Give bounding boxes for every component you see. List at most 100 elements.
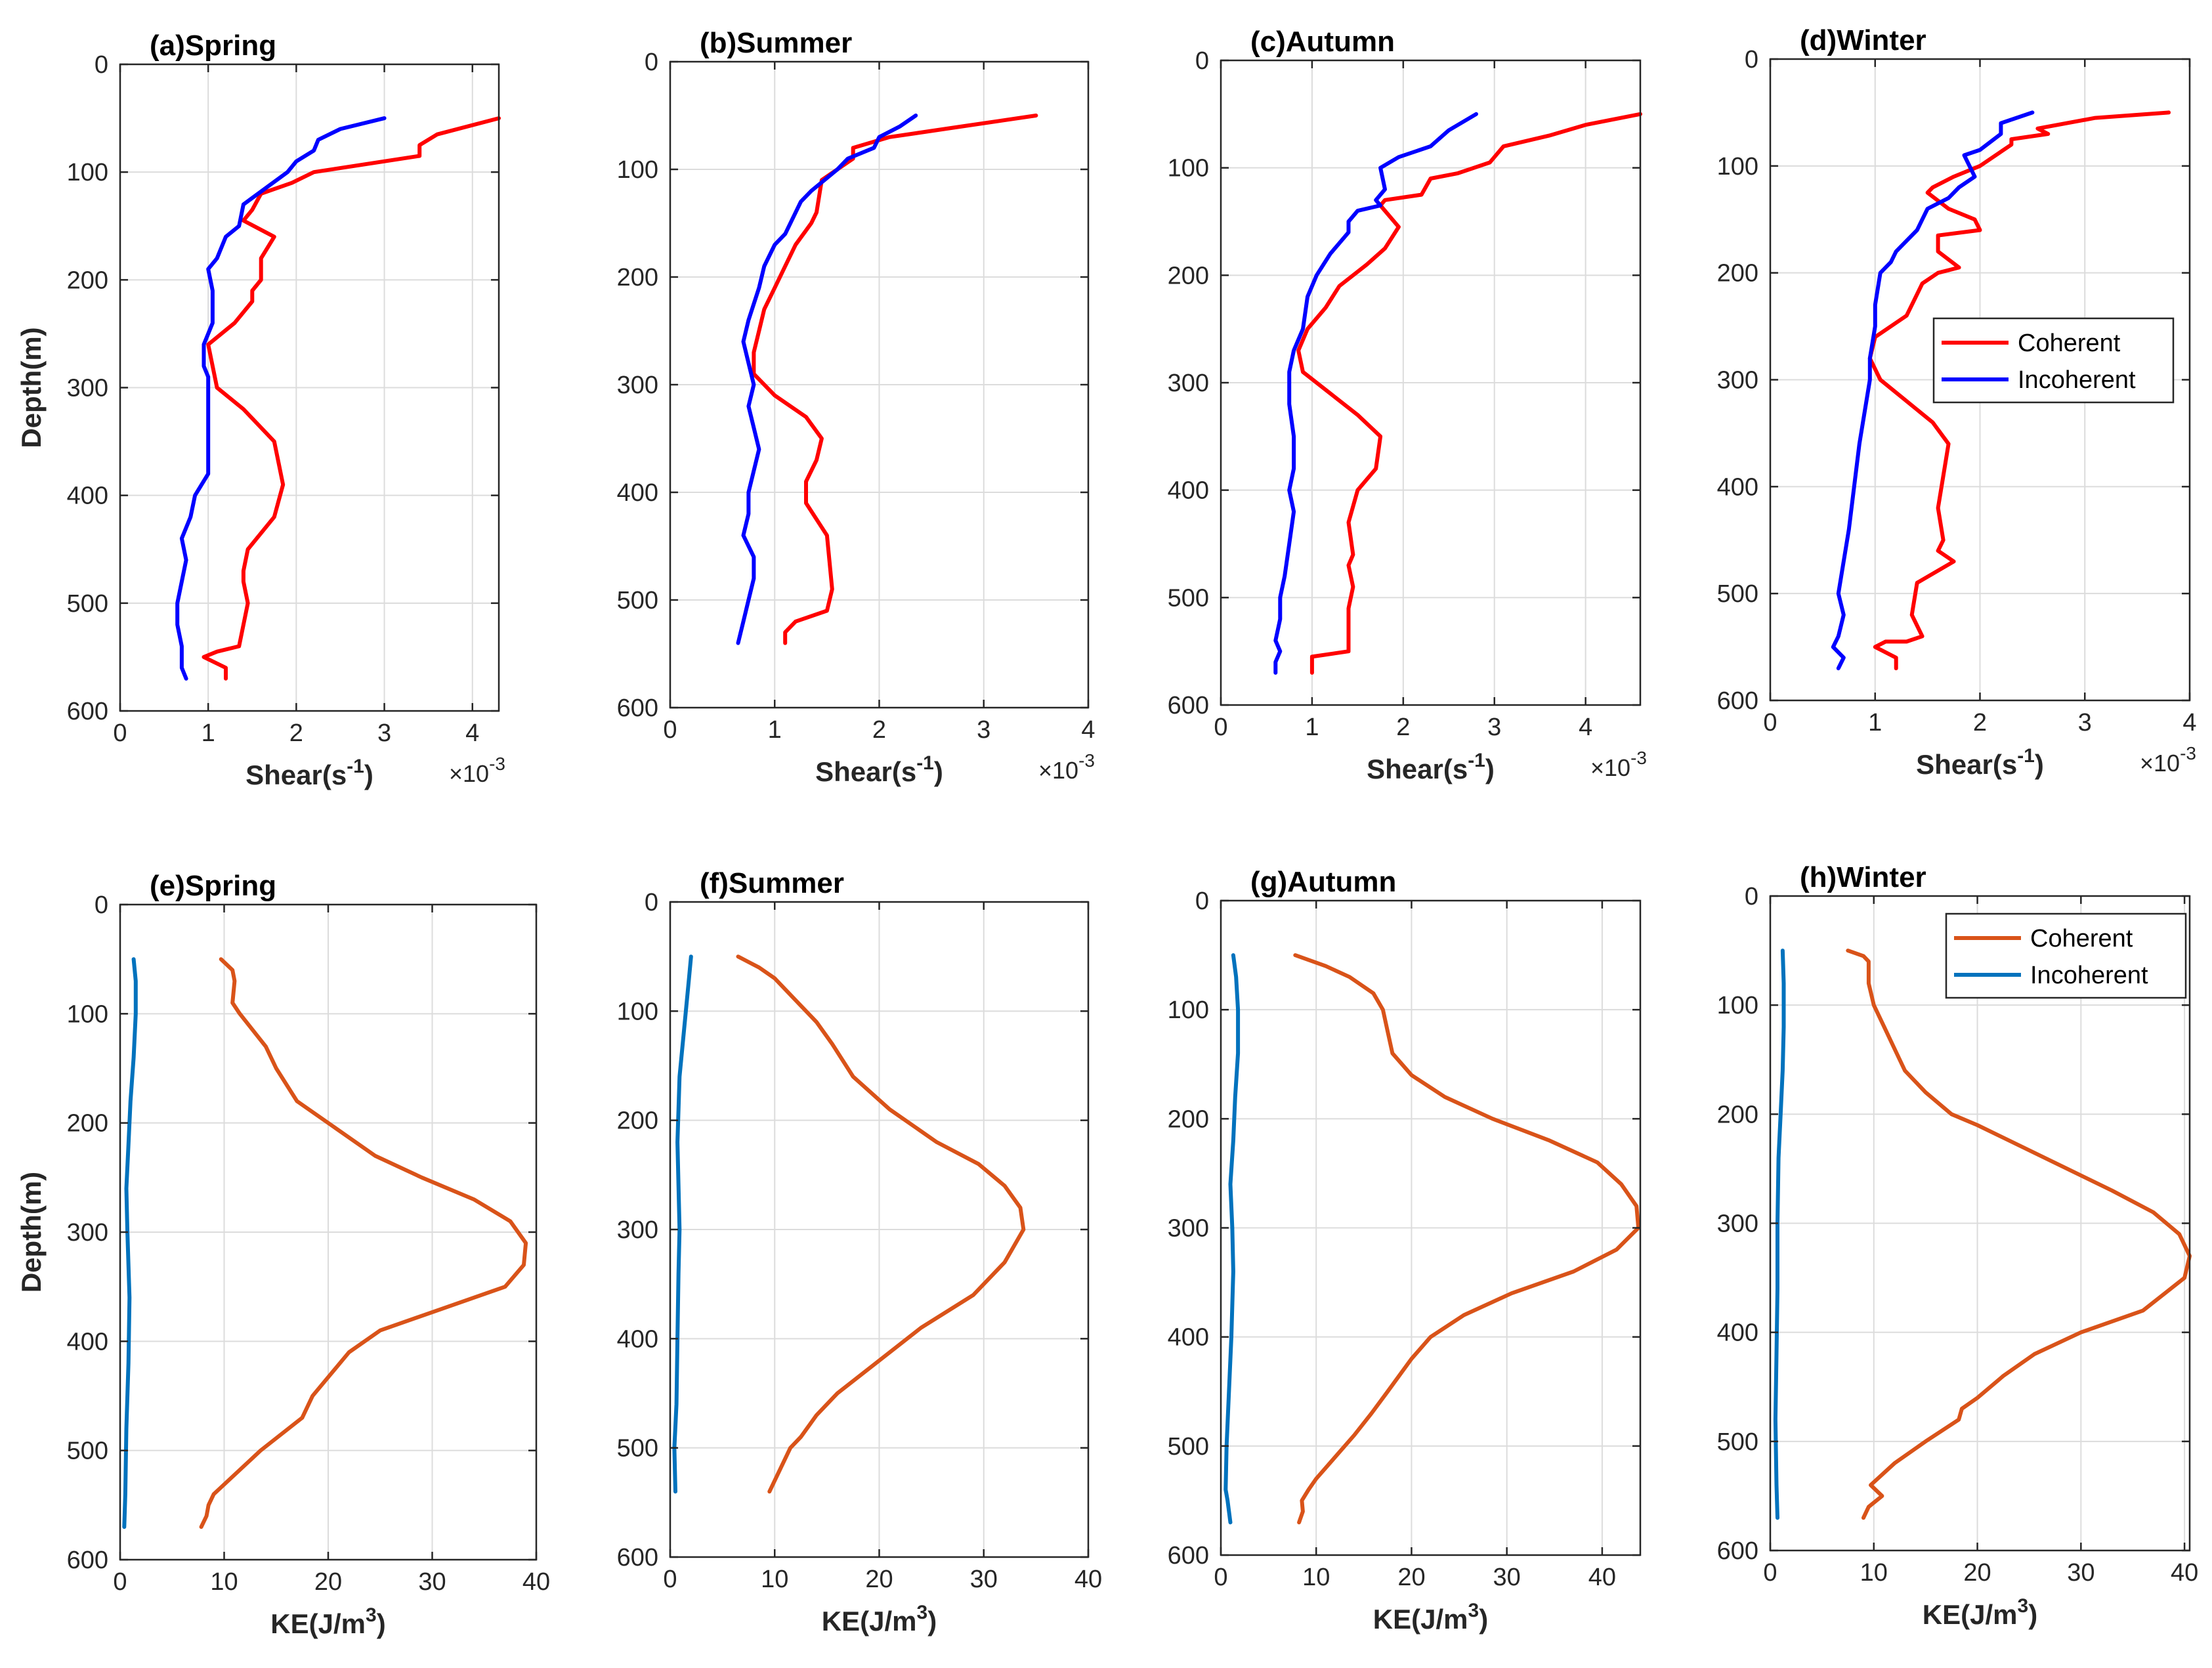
x-tick-label: 0 — [1763, 709, 1777, 737]
x-multiplier: ×10-3 — [449, 754, 505, 787]
panel-title: (e)Spring — [150, 870, 276, 902]
x-tick-label: 30 — [2067, 1559, 2095, 1587]
x-tick-label: 1 — [202, 719, 215, 747]
x-tick-label: 4 — [2182, 709, 2196, 737]
y-tick-label: 300 — [1717, 367, 1758, 395]
legend-label-coherent: Coherent — [2030, 925, 2133, 952]
x-axis-label: Shear(s-1) — [245, 756, 373, 790]
y-tick-label: 300 — [1168, 370, 1209, 397]
y-tick-label: 400 — [617, 1325, 658, 1353]
y-tick-label: 400 — [67, 1328, 108, 1356]
y-tick-label: 300 — [617, 1216, 658, 1244]
panel-3: 0 1 2 3 4 0 100 200 300 400 500 600 (c)Autumn Shear(s… — [1168, 26, 1647, 784]
panel-title: (b)Summer — [700, 27, 852, 59]
y-tick-label: 0 — [1195, 887, 1209, 915]
panel-2: 0 1 2 3 4 0 100 200 300 400 500 600 (b)Summer Shear(s… — [617, 27, 1095, 787]
x-axis-label: KE(J/m3) — [1373, 1600, 1488, 1635]
panel-title: (c)Autumn — [1250, 26, 1395, 58]
x-tick-label: 20 — [1397, 1564, 1425, 1591]
panel-4: 0 1 2 3 4 0 100 200 300 400 500 600 (d)Winter Shear(s… — [1717, 24, 2197, 780]
series-coherent-line — [1296, 112, 1642, 675]
x-tick-label: 1 — [768, 716, 782, 744]
y-tick-label: 500 — [1168, 584, 1209, 612]
x-tick-label: 40 — [1588, 1564, 1616, 1591]
series-coherent-line — [752, 114, 1038, 645]
x-tick-label: 1 — [1868, 709, 1882, 737]
y-tick-label: 500 — [67, 1438, 108, 1465]
y-tick-label: 0 — [95, 51, 108, 79]
panel-title: (d)Winter — [1800, 24, 1926, 56]
series-incoherent-line — [1223, 953, 1241, 1525]
x-axis-label: Shear(s-1) — [1916, 745, 2044, 780]
y-tick-label: 600 — [1168, 692, 1209, 719]
y-tick-label: 100 — [67, 159, 108, 186]
series-coherent-line — [736, 954, 1026, 1494]
x-tick-label: 20 — [865, 1566, 893, 1593]
y-tick-label: 400 — [617, 479, 658, 507]
series-coherent-line — [1293, 953, 1641, 1525]
x-tick-label: 10 — [761, 1566, 788, 1593]
y-tick-label: 600 — [1717, 687, 1758, 715]
x-axis-label: Shear(s-1) — [1367, 750, 1495, 784]
y-tick-label: 0 — [95, 891, 108, 919]
x-tick-label: 1 — [1305, 714, 1319, 741]
legend-label-incoherent: Incoherent — [2030, 962, 2148, 989]
legend-box — [1932, 317, 2175, 404]
x-tick-label: 30 — [418, 1568, 446, 1596]
y-tick-label: 100 — [1168, 155, 1209, 182]
x-axis-label: Shear(s-1) — [815, 752, 943, 787]
series-incoherent-line — [672, 954, 693, 1494]
y-tick-label: 100 — [1717, 992, 1758, 1019]
y-tick-label: 0 — [1745, 46, 1758, 74]
y-axis-label: Depth(m) — [16, 1172, 47, 1293]
y-tick-label: 200 — [1717, 260, 1758, 288]
y-tick-label: 600 — [67, 1547, 108, 1574]
y-tick-label: 0 — [645, 49, 658, 76]
series-incoherent-line — [1273, 112, 1478, 675]
x-tick-label: 0 — [1214, 714, 1227, 741]
x-tick-label: 10 — [1302, 1564, 1330, 1591]
x-tick-label: 10 — [210, 1568, 238, 1596]
y-tick-label: 500 — [67, 590, 108, 618]
x-tick-label: 2 — [872, 716, 886, 744]
y-tick-label: 500 — [1168, 1433, 1209, 1461]
y-tick-label: 600 — [1168, 1542, 1209, 1570]
y-tick-label: 600 — [617, 695, 658, 722]
x-tick-label: 20 — [1963, 1559, 1991, 1587]
x-axis-label: KE(J/m3) — [1923, 1595, 2037, 1630]
y-tick-label: 500 — [617, 587, 658, 614]
x-multiplier: ×10-3 — [2140, 743, 2196, 777]
x-tick-label: 30 — [1493, 1564, 1521, 1591]
y-tick-label: 300 — [67, 1219, 108, 1247]
y-tick-label: 200 — [67, 267, 108, 294]
legend: Coherent Incoherent — [1945, 912, 2187, 999]
panel-title: (a)Spring — [150, 30, 276, 62]
y-tick-label: 100 — [67, 1000, 108, 1028]
y-tick-label: 600 — [617, 1544, 658, 1572]
y-tick-label: 200 — [617, 1107, 658, 1135]
y-tick-label: 500 — [617, 1435, 658, 1463]
panel-8: 0 10 20 30 400100200300400500600(h)WinterKE(… — [1717, 861, 2199, 1630]
x-tick-label: 4 — [465, 719, 479, 747]
x-tick-label: 0 — [113, 719, 127, 747]
x-tick-label: 0 — [1214, 1564, 1227, 1591]
y-tick-label: 100 — [617, 156, 658, 184]
y-tick-label: 0 — [645, 889, 658, 916]
panel-5: 0 10 20 30 400100200300400500600(e)SpringKE(… — [16, 870, 550, 1639]
legend-label-incoherent: Incoherent — [2018, 366, 2136, 394]
y-tick-label: 400 — [67, 482, 108, 510]
y-tick-label: 100 — [617, 998, 658, 1025]
panel-title: (f)Summer — [700, 867, 844, 899]
series-coherent-line — [1846, 949, 2192, 1520]
y-tick-label: 600 — [67, 698, 108, 725]
y-tick-label: 400 — [1168, 1324, 1209, 1352]
legend-label-coherent: Coherent — [2018, 330, 2121, 357]
y-tick-label: 0 — [1745, 883, 1758, 910]
x-tick-label: 0 — [663, 716, 677, 744]
x-tick-label: 3 — [2078, 709, 2092, 737]
series-incoherent-line — [736, 114, 918, 645]
series-incoherent-line — [175, 116, 387, 681]
y-tick-label: 100 — [1168, 996, 1209, 1024]
x-tick-label: 3 — [1487, 714, 1501, 741]
